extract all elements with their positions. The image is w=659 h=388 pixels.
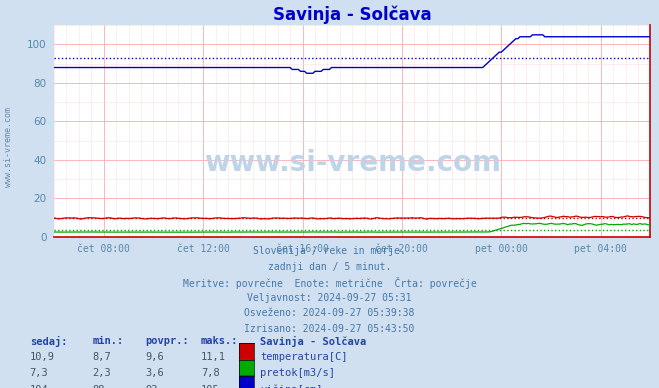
Text: pretok[m3/s]: pretok[m3/s] [260, 368, 335, 378]
Text: maks.:: maks.: [201, 336, 239, 346]
Text: 9,6: 9,6 [145, 352, 163, 362]
Text: www.si-vreme.com: www.si-vreme.com [4, 107, 13, 187]
Text: povpr.:: povpr.: [145, 336, 188, 346]
Text: 11,1: 11,1 [201, 352, 226, 362]
Text: 8,7: 8,7 [92, 352, 111, 362]
Text: 105: 105 [201, 385, 219, 388]
Text: 2,3: 2,3 [92, 368, 111, 378]
Title: Savinja - Solčava: Savinja - Solčava [273, 5, 432, 24]
Text: 93: 93 [145, 385, 158, 388]
Text: Izrisano: 2024-09-27 05:43:50: Izrisano: 2024-09-27 05:43:50 [244, 324, 415, 334]
Text: www.si-vreme.com: www.si-vreme.com [204, 149, 501, 177]
Text: Meritve: povrečne  Enote: metrične  Črta: povrečje: Meritve: povrečne Enote: metrične Črta: … [183, 277, 476, 289]
Text: 88: 88 [92, 385, 105, 388]
Text: 10,9: 10,9 [30, 352, 55, 362]
Text: sedaj:: sedaj: [30, 336, 67, 346]
Text: Savinja - Solčava: Savinja - Solčava [260, 336, 366, 346]
Text: 7,8: 7,8 [201, 368, 219, 378]
Text: temperatura[C]: temperatura[C] [260, 352, 348, 362]
Text: 3,6: 3,6 [145, 368, 163, 378]
Text: 104: 104 [30, 385, 48, 388]
Text: višina[cm]: višina[cm] [260, 385, 323, 388]
Text: Veljavnost: 2024-09-27 05:31: Veljavnost: 2024-09-27 05:31 [247, 293, 412, 303]
Text: min.:: min.: [92, 336, 123, 346]
Text: 7,3: 7,3 [30, 368, 48, 378]
Text: zadnji dan / 5 minut.: zadnji dan / 5 minut. [268, 262, 391, 272]
Text: Osveženo: 2024-09-27 05:39:38: Osveženo: 2024-09-27 05:39:38 [244, 308, 415, 319]
Text: Slovenija / reke in morje.: Slovenija / reke in morje. [253, 246, 406, 256]
